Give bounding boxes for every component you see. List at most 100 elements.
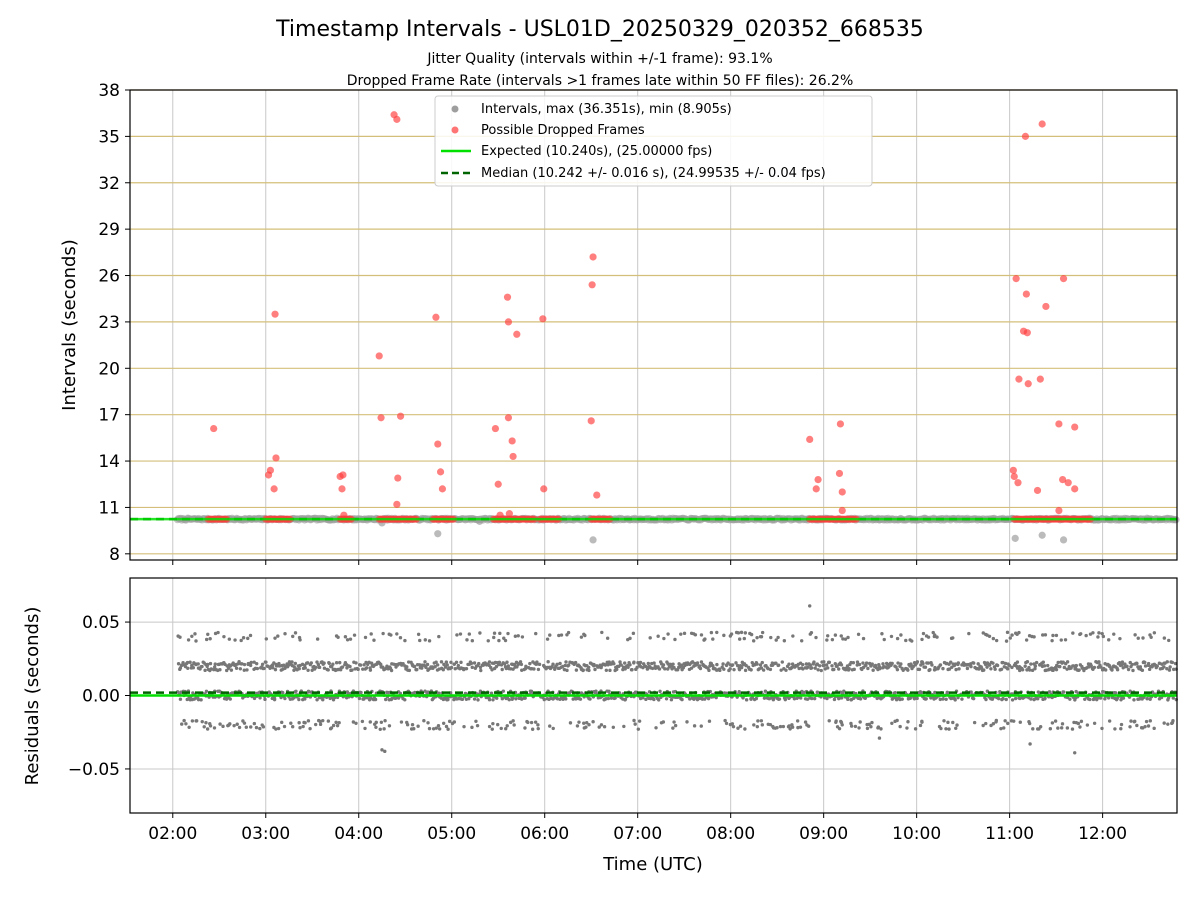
residual-point — [505, 724, 509, 728]
residual-point — [699, 660, 704, 664]
residual-point — [578, 697, 583, 701]
residual-point — [930, 663, 934, 667]
residual-point — [1141, 636, 1145, 640]
residual-point — [303, 666, 307, 670]
residual-point — [1152, 726, 1156, 731]
residual-point — [750, 660, 754, 665]
residual-point — [1140, 668, 1145, 673]
residual-point — [559, 633, 564, 637]
residual-point — [801, 667, 805, 671]
residual-point — [383, 718, 387, 723]
residual-point — [318, 722, 323, 727]
residual-point — [1015, 660, 1020, 664]
dropped-frame-point — [1022, 290, 1030, 298]
residual-point — [646, 661, 651, 666]
residual-point — [562, 667, 567, 672]
residual-point — [454, 660, 459, 664]
residual-point — [309, 661, 314, 665]
top-y-tick-label: 14 — [98, 452, 120, 472]
residual-point — [905, 726, 909, 730]
residual-point — [787, 724, 791, 728]
residual-point — [254, 725, 259, 730]
residual-point — [587, 665, 591, 670]
residual-point — [1103, 668, 1108, 672]
legend-marker-dropped — [451, 126, 459, 134]
top-y-tick-label: 32 — [98, 174, 120, 194]
residual-point — [906, 720, 910, 724]
residual-point — [242, 662, 247, 667]
residual-point — [607, 689, 611, 694]
residual-point — [431, 727, 436, 731]
residual-point — [632, 660, 636, 664]
residual-point — [321, 718, 325, 723]
residual-point — [1099, 696, 1103, 700]
residual-point — [178, 635, 182, 639]
residual-point — [650, 666, 655, 671]
residual-point — [372, 638, 376, 642]
residual-point — [1097, 660, 1101, 664]
residual-point — [248, 633, 253, 638]
residual-point — [852, 667, 856, 672]
residual-point — [1030, 668, 1035, 673]
dropped-frame-point — [838, 506, 846, 515]
residual-point — [479, 668, 483, 673]
residual-point — [313, 665, 318, 670]
residual-point — [790, 725, 795, 729]
residual-point — [723, 718, 727, 723]
residual-point — [380, 748, 384, 752]
dropped-frame-point — [1024, 380, 1032, 388]
residual-point — [967, 631, 971, 636]
residual-point — [374, 720, 378, 725]
residual-point — [1167, 668, 1172, 672]
residual-point — [957, 667, 961, 671]
residual-point — [441, 668, 445, 672]
residual-point — [1143, 664, 1148, 668]
residual-point — [1118, 636, 1122, 641]
top-y-tick-label: 8 — [109, 545, 120, 565]
residual-point — [759, 666, 764, 670]
residual-point — [437, 727, 442, 731]
residual-point — [971, 696, 976, 701]
chart-subtitle-jitter: Jitter Quality (intervals within +/-1 fr… — [426, 51, 772, 67]
residual-point — [326, 719, 331, 723]
residual-point — [513, 634, 518, 638]
residual-point — [523, 696, 527, 700]
dropped-frame-point — [494, 480, 502, 488]
residual-point — [949, 660, 953, 664]
dropped-frame-point — [1071, 423, 1079, 431]
residual-point — [730, 722, 735, 726]
x-tick-label: 04:00 — [334, 824, 383, 844]
residual-point — [1166, 722, 1170, 726]
dropped-frame-point — [1021, 132, 1030, 140]
residual-point — [822, 660, 826, 664]
residual-point — [433, 664, 437, 669]
residual-point — [315, 660, 319, 664]
residual-point — [1110, 668, 1114, 672]
residual-point — [1089, 664, 1093, 668]
residual-point — [227, 637, 232, 641]
residual-point — [824, 663, 829, 667]
residual-point — [1047, 690, 1052, 694]
residual-point — [631, 631, 636, 636]
residual-point — [579, 635, 584, 639]
residual-point — [446, 727, 450, 731]
residual-point — [424, 665, 428, 670]
residual-point — [755, 724, 760, 729]
residual-point — [593, 667, 597, 672]
residual-point — [1054, 633, 1059, 638]
residual-point — [548, 633, 552, 637]
residual-point — [497, 638, 501, 643]
residual-point — [626, 665, 630, 669]
residual-point — [867, 722, 871, 727]
residual-point — [769, 635, 773, 640]
residual-point — [470, 639, 475, 643]
residual-point — [399, 720, 404, 724]
residual-point — [1097, 631, 1101, 635]
residual-point — [477, 661, 481, 666]
residual-point — [889, 634, 894, 639]
residual-point — [739, 665, 744, 670]
residual-point — [455, 633, 459, 637]
residual-point — [1101, 634, 1106, 639]
residual-point — [529, 720, 534, 725]
residual-point — [1025, 660, 1030, 664]
